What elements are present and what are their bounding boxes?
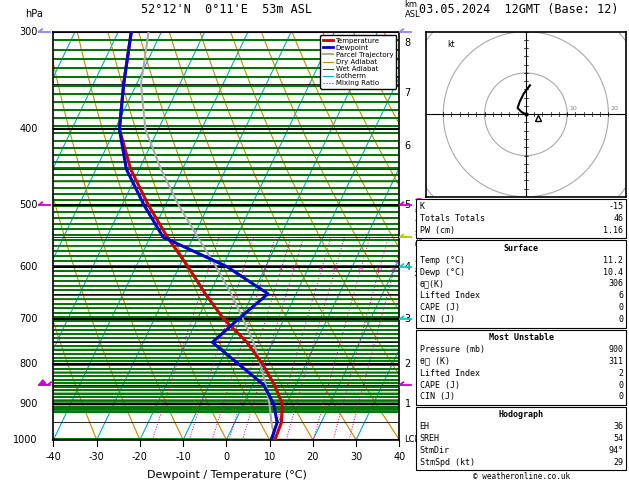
Text: Surface: Surface <box>504 243 538 253</box>
Text: Dewpoint / Temperature (°C): Dewpoint / Temperature (°C) <box>147 470 306 481</box>
Text: 0: 0 <box>618 315 623 324</box>
Text: 20: 20 <box>611 106 618 111</box>
Text: 30: 30 <box>350 452 362 462</box>
Text: -30: -30 <box>89 452 104 462</box>
Text: Lifted Index: Lifted Index <box>420 291 479 300</box>
Text: 15: 15 <box>356 267 364 272</box>
Text: 1000: 1000 <box>13 435 38 445</box>
Text: 900: 900 <box>608 345 623 354</box>
Text: K: K <box>420 202 425 211</box>
Text: Hodograph: Hodograph <box>499 410 543 419</box>
Text: kt: kt <box>447 40 455 49</box>
Text: 2: 2 <box>618 368 623 378</box>
Text: 306: 306 <box>608 279 623 289</box>
Text: PW (cm): PW (cm) <box>420 226 455 235</box>
Text: Pressure (mb): Pressure (mb) <box>420 345 484 354</box>
Legend: Temperature, Dewpoint, Parcel Trajectory, Dry Adiabat, Wet Adiabat, Isotherm, Mi: Temperature, Dewpoint, Parcel Trajectory… <box>320 35 396 89</box>
Text: 600: 600 <box>19 261 38 272</box>
Text: Lifted Index: Lifted Index <box>420 368 479 378</box>
Text: 7: 7 <box>404 88 411 98</box>
Text: θᴄ (K): θᴄ (K) <box>420 357 450 366</box>
Text: 03.05.2024  12GMT (Base: 12): 03.05.2024 12GMT (Base: 12) <box>419 2 619 16</box>
Text: Dewp (°C): Dewp (°C) <box>420 267 465 277</box>
Text: 800: 800 <box>19 359 38 369</box>
Text: 311: 311 <box>608 357 623 366</box>
Text: 10: 10 <box>264 452 276 462</box>
Text: 8: 8 <box>319 267 323 272</box>
Text: -40: -40 <box>45 452 62 462</box>
Text: © weatheronline.co.uk: © weatheronline.co.uk <box>472 472 570 481</box>
Text: 900: 900 <box>19 399 38 409</box>
Text: 1: 1 <box>206 267 209 272</box>
Text: 10: 10 <box>569 106 577 111</box>
Text: CAPE (J): CAPE (J) <box>420 381 460 390</box>
Text: StmSpd (kt): StmSpd (kt) <box>420 458 474 467</box>
Text: 20: 20 <box>375 267 382 272</box>
Text: Totals Totals: Totals Totals <box>420 214 484 223</box>
Text: 300: 300 <box>19 27 38 36</box>
Text: km
ASL: km ASL <box>404 0 420 19</box>
Text: 400: 400 <box>19 124 38 134</box>
Text: 0: 0 <box>618 392 623 401</box>
Text: 54: 54 <box>613 434 623 443</box>
Text: Mixing Ratio (g/kg): Mixing Ratio (g/kg) <box>416 196 425 276</box>
Text: 4: 4 <box>404 261 411 272</box>
Text: EH: EH <box>420 422 430 431</box>
Text: CIN (J): CIN (J) <box>420 315 455 324</box>
Text: LCL: LCL <box>404 435 420 444</box>
Text: 25: 25 <box>389 267 398 272</box>
Text: 6: 6 <box>618 291 623 300</box>
Text: 40: 40 <box>393 452 406 462</box>
Text: 6: 6 <box>404 140 411 151</box>
Text: Most Unstable: Most Unstable <box>489 333 554 342</box>
Text: 11.2: 11.2 <box>603 256 623 265</box>
Text: 500: 500 <box>19 200 38 210</box>
Text: 4: 4 <box>278 267 282 272</box>
Text: -10: -10 <box>175 452 191 462</box>
Text: 10.4: 10.4 <box>603 267 623 277</box>
Text: 5: 5 <box>404 200 411 210</box>
Text: 3: 3 <box>262 267 266 272</box>
Text: 2: 2 <box>404 359 411 369</box>
Text: SREH: SREH <box>420 434 440 443</box>
Text: 94°: 94° <box>608 446 623 455</box>
Text: 1.16: 1.16 <box>603 226 623 235</box>
Text: 36: 36 <box>613 422 623 431</box>
Text: CAPE (J): CAPE (J) <box>420 303 460 312</box>
Text: 52°12'N  0°11'E  53m ASL: 52°12'N 0°11'E 53m ASL <box>141 2 312 16</box>
Text: CIN (J): CIN (J) <box>420 392 455 401</box>
Text: 0: 0 <box>223 452 230 462</box>
Text: 0: 0 <box>618 381 623 390</box>
Text: 8: 8 <box>404 38 411 48</box>
Text: 46: 46 <box>613 214 623 223</box>
Text: hPa: hPa <box>26 9 43 19</box>
Text: -15: -15 <box>608 202 623 211</box>
Text: 3: 3 <box>404 314 411 324</box>
Text: 700: 700 <box>19 314 38 324</box>
Text: 29: 29 <box>613 458 623 467</box>
Text: 20: 20 <box>307 452 319 462</box>
Text: 10: 10 <box>330 267 338 272</box>
Text: Temp (°C): Temp (°C) <box>420 256 465 265</box>
Text: 2: 2 <box>240 267 245 272</box>
Text: θᴄ(K): θᴄ(K) <box>420 279 445 289</box>
Text: 0: 0 <box>618 303 623 312</box>
Text: 5: 5 <box>291 267 295 272</box>
Text: -20: -20 <box>132 452 148 462</box>
Text: 1: 1 <box>404 399 411 409</box>
Text: StmDir: StmDir <box>420 446 450 455</box>
